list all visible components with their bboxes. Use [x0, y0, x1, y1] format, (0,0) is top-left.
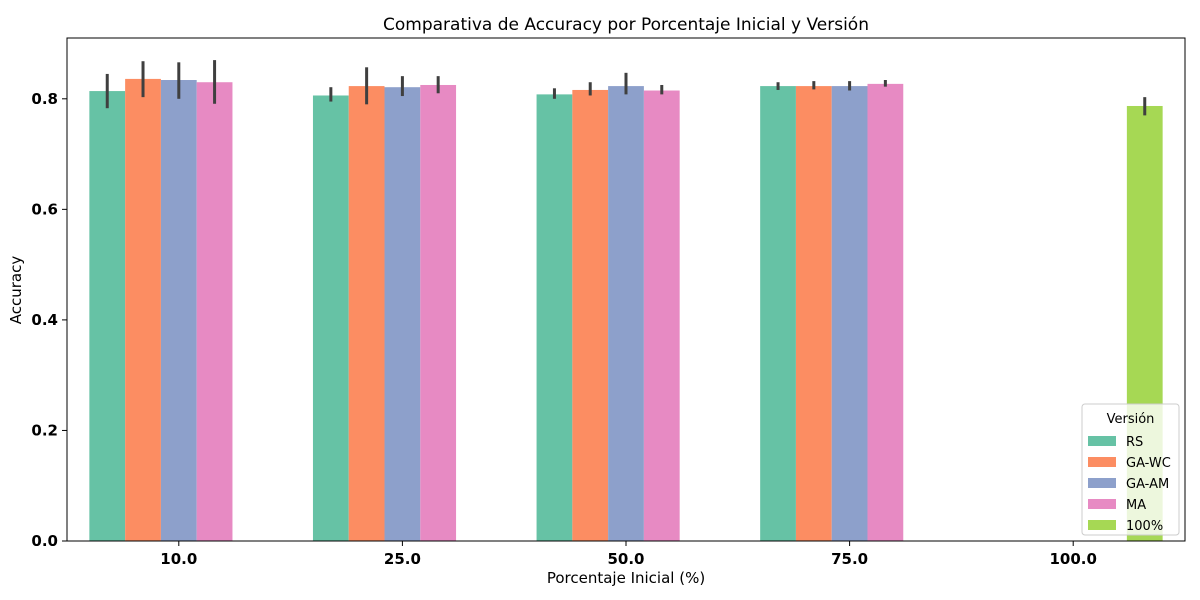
- legend: Versión RS GA-WC GA-AM MA 100%: [1081, 403, 1180, 536]
- x-tick-label: 100.0: [1049, 550, 1096, 568]
- bar-gawc-10-0: [125, 78, 161, 542]
- bar-ma-10-0: [196, 82, 233, 541]
- bar-ma-50-0: [643, 90, 680, 541]
- legend-entry: RS: [1126, 435, 1143, 450]
- legend-swatch: [1088, 499, 1116, 509]
- bar-gaam-75-0: [831, 86, 868, 541]
- y-ticks-group: 0.0 0.2 0.4 0.6 0.8: [31, 90, 67, 550]
- x-tick-label: 10.0: [160, 550, 197, 568]
- y-axis-label: Accuracy: [7, 256, 25, 325]
- bars-group: [89, 78, 1163, 542]
- y-tick-label: 0.4: [31, 311, 58, 329]
- x-tick-label: 75.0: [831, 550, 868, 568]
- legend-swatch: [1088, 457, 1116, 467]
- y-tick-label: 0.0: [31, 532, 58, 550]
- chart-title: Comparativa de Accuracy por Porcentaje I…: [383, 15, 869, 35]
- bar-gawc-50-0: [572, 89, 609, 541]
- bar-rs-25-0: [312, 95, 349, 541]
- bar-rs-50-0: [536, 94, 573, 541]
- x-ticks-group: 10.0 25.0 50.0 75.0 100.0: [160, 541, 1097, 568]
- plot-frame: [66, 37, 1186, 542]
- y-tick-label: 0.8: [31, 90, 58, 108]
- legend-entry: GA-AM: [1126, 477, 1169, 492]
- legend-swatch: [1088, 520, 1116, 530]
- legend-swatch: [1088, 478, 1116, 488]
- bar-ma-25-0: [420, 84, 457, 541]
- y-tick-label: 0.6: [31, 200, 58, 218]
- bar-rs-75-0: [760, 86, 796, 541]
- bar-gawc-25-0: [348, 86, 385, 541]
- legend-swatch: [1088, 436, 1116, 446]
- bar-rs-10-0: [89, 91, 126, 542]
- x-tick-label: 50.0: [607, 550, 644, 568]
- legend-entry: 100%: [1126, 519, 1163, 534]
- bar-gaam-10-0: [160, 80, 197, 541]
- y-tick-label: 0.2: [31, 421, 58, 439]
- legend-entry: GA-WC: [1126, 456, 1171, 471]
- x-tick-label: 25.0: [384, 550, 421, 568]
- bar-gaam-50-0: [608, 86, 644, 541]
- bar-gaam-25-0: [384, 87, 421, 541]
- legend-entry: MA: [1126, 498, 1146, 513]
- legend-title: Versión: [1107, 412, 1155, 427]
- bar-gawc-75-0: [795, 86, 832, 541]
- x-axis-label: Porcentaje Inicial (%): [547, 569, 705, 587]
- bar-ma-75-0: [867, 83, 904, 541]
- error-bars-group: [105, 60, 1147, 116]
